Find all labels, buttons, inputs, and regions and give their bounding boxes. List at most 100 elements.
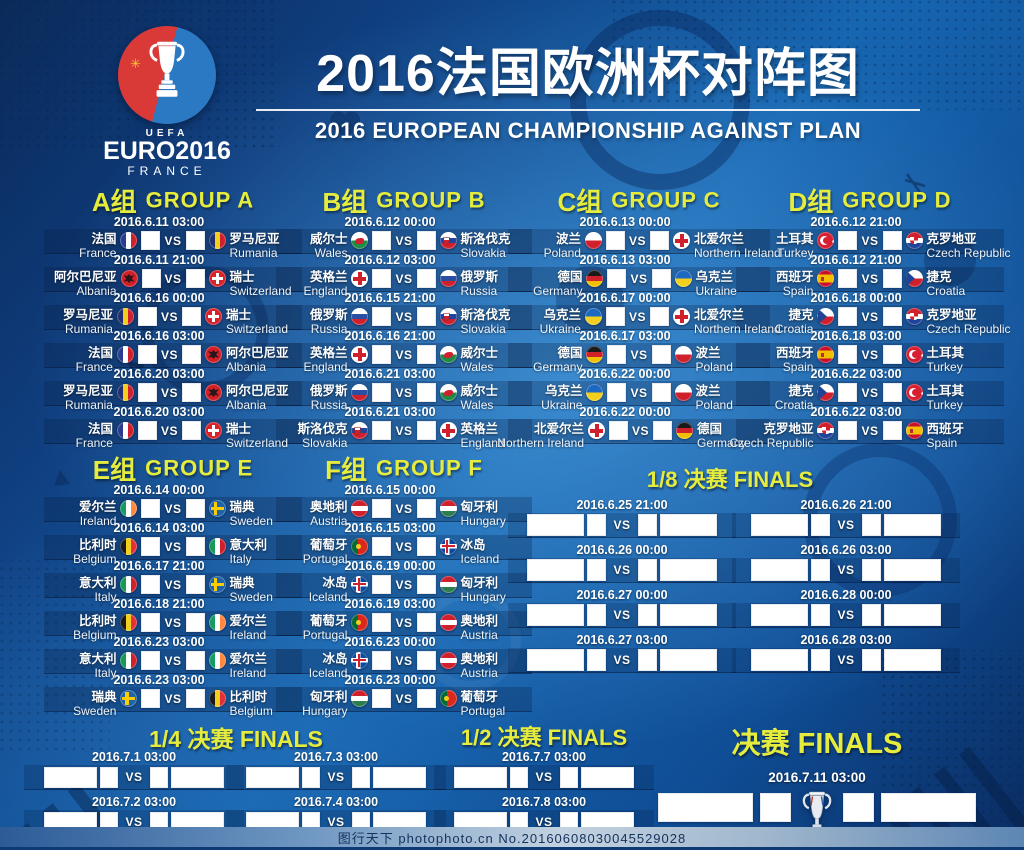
home-score-box[interactable] [605,231,625,250]
away-score-box[interactable] [637,514,657,536]
away-score-box[interactable] [416,613,436,632]
away-score-box[interactable] [882,383,902,402]
away-score-box[interactable] [185,575,205,594]
home-score-box[interactable] [141,499,161,518]
home-score-box[interactable] [372,345,392,364]
away-score-box[interactable] [416,421,436,440]
away-score-box[interactable] [637,559,657,581]
away-team-box[interactable] [659,604,717,626]
away-team-box[interactable] [659,649,717,671]
home-score-box[interactable] [372,689,392,708]
home-team-box[interactable] [44,766,98,788]
final-home-score-box[interactable] [760,792,791,822]
away-score-box[interactable] [416,383,436,402]
home-score-box[interactable] [372,421,392,440]
home-team-box[interactable] [527,514,585,536]
away-score-box[interactable] [637,649,657,671]
away-score-box[interactable] [182,345,201,364]
away-score-box[interactable] [416,307,436,326]
final-home-team-box[interactable] [658,792,753,822]
away-score-box[interactable] [185,651,205,670]
home-score-box[interactable] [141,689,161,708]
home-score-box[interactable] [838,269,858,288]
final-away-team-box[interactable] [881,792,976,822]
away-score-box[interactable] [185,613,205,632]
home-score-box[interactable] [100,766,119,788]
home-score-box[interactable] [137,383,157,402]
home-score-box[interactable] [141,575,161,594]
home-score-box[interactable] [372,383,392,402]
away-score-box[interactable] [185,689,205,708]
away-team-box[interactable] [883,559,941,581]
away-team-box[interactable] [883,514,941,536]
home-score-box[interactable] [372,613,392,632]
home-score-box[interactable] [372,307,392,326]
home-team-box[interactable] [527,649,585,671]
away-score-box[interactable] [651,345,671,364]
home-score-box[interactable] [609,421,628,440]
away-score-box[interactable] [861,649,881,671]
home-score-box[interactable] [141,231,161,250]
home-score-box[interactable] [811,649,831,671]
home-team-box[interactable] [751,514,809,536]
home-score-box[interactable] [587,514,607,536]
away-score-box[interactable] [416,345,436,364]
away-score-box[interactable] [416,575,436,594]
home-score-box[interactable] [811,604,831,626]
away-score-box[interactable] [416,651,436,670]
home-score-box[interactable] [372,231,392,250]
away-score-box[interactable] [861,514,881,536]
home-score-box[interactable] [838,345,858,364]
away-team-box[interactable] [372,766,426,788]
home-score-box[interactable] [372,575,392,594]
home-score-box[interactable] [510,766,529,788]
away-score-box[interactable] [653,421,673,440]
home-team-box[interactable] [246,766,300,788]
away-score-box[interactable] [182,421,201,440]
away-team-box[interactable] [580,766,634,788]
away-score-box[interactable] [416,689,436,708]
away-score-box[interactable] [861,604,881,626]
away-score-box[interactable] [650,307,669,326]
away-team-box[interactable] [659,514,717,536]
away-score-box[interactable] [416,537,436,556]
home-score-box[interactable] [607,269,627,288]
home-score-box[interactable] [605,307,625,326]
home-score-box[interactable] [838,307,858,326]
away-score-box[interactable] [185,231,205,250]
away-score-box[interactable] [651,383,671,402]
home-team-box[interactable] [751,649,809,671]
home-score-box[interactable] [141,613,161,632]
away-score-box[interactable] [416,231,436,250]
home-score-box[interactable] [372,651,392,670]
away-score-box[interactable] [416,499,436,518]
home-score-box[interactable] [607,345,627,364]
away-score-box[interactable] [416,269,436,288]
home-score-box[interactable] [587,559,607,581]
away-score-box[interactable] [185,537,205,556]
home-score-box[interactable] [587,649,607,671]
away-score-box[interactable] [185,269,205,288]
away-score-box[interactable] [182,307,201,326]
home-team-box[interactable] [751,559,809,581]
final-away-score-box[interactable] [843,792,874,822]
away-team-box[interactable] [659,559,717,581]
away-score-box[interactable] [351,766,370,788]
away-score-box[interactable] [882,345,902,364]
away-score-box[interactable] [149,766,168,788]
home-team-box[interactable] [454,766,508,788]
home-score-box[interactable] [811,514,831,536]
away-team-box[interactable] [883,604,941,626]
away-team-box[interactable] [170,766,224,788]
home-team-box[interactable] [527,604,585,626]
away-score-box[interactable] [182,383,201,402]
home-score-box[interactable] [838,383,858,402]
away-score-box[interactable] [882,269,902,288]
away-score-box[interactable] [650,231,669,250]
home-score-box[interactable] [838,421,858,440]
away-score-box[interactable] [861,559,881,581]
home-team-box[interactable] [527,559,585,581]
home-score-box[interactable] [137,421,157,440]
away-team-box[interactable] [883,649,941,671]
away-score-box[interactable] [637,604,657,626]
